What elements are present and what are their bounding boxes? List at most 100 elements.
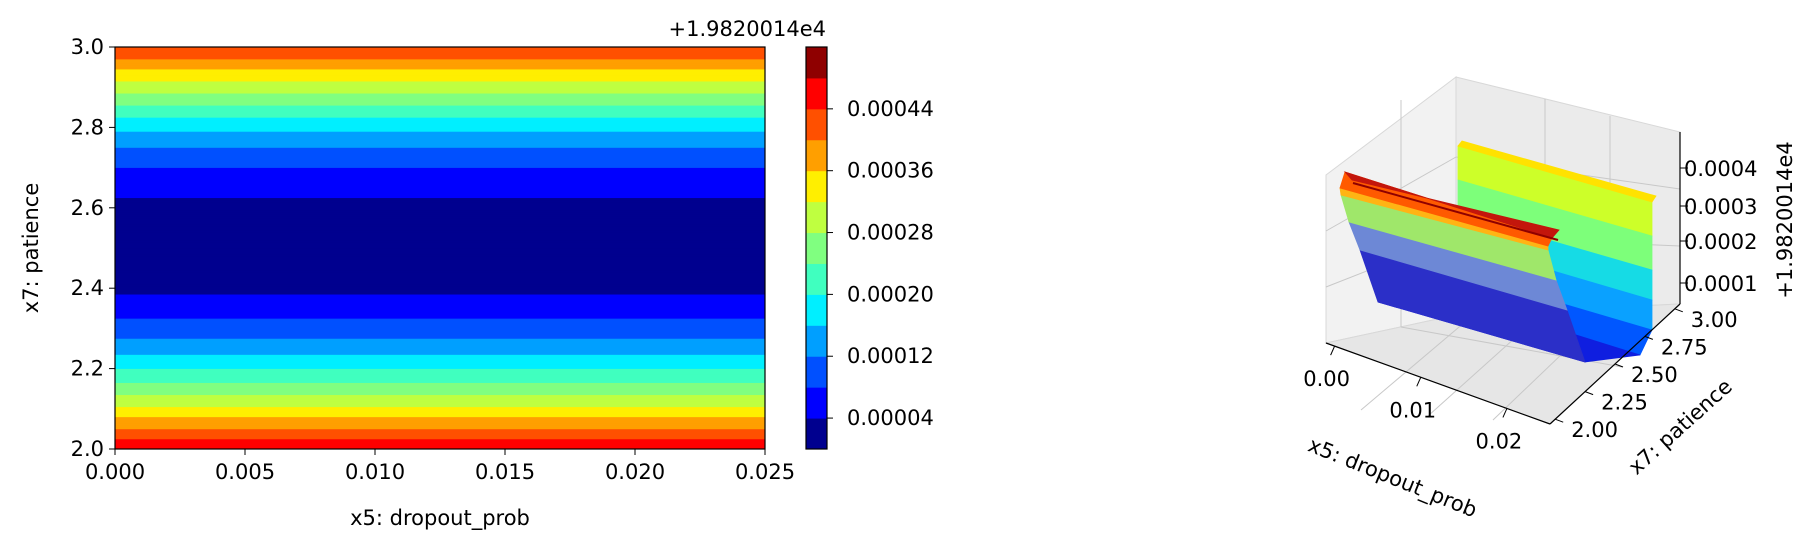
contour-band: [115, 62, 765, 66]
contour-band: [115, 396, 765, 400]
surface-y-tick-label: 2.00: [1571, 418, 1618, 442]
contour-band: [115, 269, 765, 273]
contour-x-tick-label: 0.005: [215, 460, 275, 484]
contour-band: [115, 56, 765, 60]
contour-band: [115, 153, 765, 156]
contour-band: [115, 225, 765, 229]
contour-band: [115, 265, 765, 269]
contour-band: [115, 173, 765, 176]
contour-band: [115, 213, 765, 217]
contour-band: [115, 157, 765, 160]
contour-y-tick-label: 2.8: [71, 115, 104, 139]
contour-y-tick-label: 2.0: [71, 437, 104, 461]
contour-band: [115, 263, 765, 267]
contour-band: [115, 352, 765, 355]
contour-band: [115, 197, 765, 201]
surface-x-tick-label: 0.00: [1303, 367, 1350, 391]
contour-band: [115, 338, 765, 341]
contour-band: [115, 310, 765, 313]
contour-band: [115, 364, 765, 367]
contour-band: [115, 205, 765, 209]
contour-band: [115, 219, 765, 223]
contour-band: [115, 86, 765, 90]
contour-band: [115, 169, 765, 172]
contour-band: [115, 420, 765, 424]
contour-band: [115, 424, 765, 428]
colorbar-segment: [806, 170, 827, 203]
contour-axes-frame: [114, 46, 766, 450]
contour-x-tick-label: 0.000: [85, 460, 145, 484]
contour-band: [115, 117, 765, 120]
contour-band: [115, 275, 765, 279]
contour-band: [115, 123, 765, 126]
surface-y-tick-label: 2.75: [1661, 335, 1708, 359]
contour-band: [115, 255, 765, 259]
contour-band: [115, 111, 765, 114]
surface-y-tick-mark: [1644, 335, 1654, 340]
contour-band: [115, 145, 765, 148]
surface-y-tick-mark: [1555, 418, 1564, 423]
colorbar-ticks: 0.00004 0.00012 0.00020 0.00028 0.00036 0.000…: [827, 97, 934, 430]
contour-y-tick-label: 2.2: [71, 357, 104, 381]
contour-band: [115, 50, 765, 54]
contour-band: [115, 92, 765, 96]
contour-band: [115, 428, 765, 432]
contour-y-tick-label: 3.0: [71, 35, 104, 59]
contour-band: [115, 334, 765, 337]
contour-band: [115, 88, 765, 92]
contour-band: [115, 348, 765, 351]
contour-band: [115, 125, 765, 128]
contour-band: [115, 314, 765, 317]
contour-x-tick-label: 0.010: [345, 460, 405, 484]
contour-band: [115, 181, 765, 184]
contour-band: [115, 267, 765, 271]
contour-band: [115, 80, 765, 84]
contour-band: [115, 368, 765, 371]
contour-band: [115, 394, 765, 398]
contour-band: [115, 195, 765, 199]
contour-band: [115, 366, 765, 369]
contour-band: [115, 64, 765, 68]
surface-x-tick-mark: [1330, 345, 1336, 356]
contour-band: [115, 322, 765, 325]
contour-band: [115, 135, 765, 138]
surface-z-tick-label: 0.0004: [1684, 157, 1757, 181]
surface-x-tick-mark: [1502, 408, 1508, 418]
contour-band: [115, 74, 765, 78]
contour-y-tick-label: 2.6: [71, 196, 104, 220]
contour-band: [115, 442, 765, 446]
surface-ticks: 0.00 0.01 0.02 2.00 2.25 2.50 2.75 3.00 0.0001 0.…: [1303, 157, 1757, 453]
contour-y-axis-label: x7: patience: [19, 183, 43, 314]
contour-band: [115, 316, 765, 319]
surface-x-tick-label: 0.02: [1476, 429, 1523, 453]
contour-band: [115, 137, 765, 140]
contour-band: [115, 189, 765, 193]
contour-band: [115, 127, 765, 130]
contour-band: [115, 235, 765, 239]
contour-band: [115, 446, 765, 450]
contour-band: [115, 185, 765, 188]
contour-band: [115, 76, 765, 80]
contour-band: [115, 253, 765, 257]
contour-band: [115, 400, 765, 404]
contour-band: [115, 384, 765, 387]
contour-band: [115, 430, 765, 434]
contour-band: [115, 84, 765, 88]
contour-band: [115, 328, 765, 331]
contour-panel: 0.000 0.005 0.010 0.015 0.020 0.025 2.0 2.2 2.4…: [19, 17, 934, 531]
contour-band: [115, 436, 765, 440]
contour-band: [115, 404, 765, 408]
contour-band: [115, 191, 765, 195]
contour-band: [115, 115, 765, 118]
colorbar-tick-label: 0.00020: [847, 282, 934, 306]
contour-band: [115, 362, 765, 365]
contour-band: [115, 100, 765, 104]
contour-x-tick-label: 0.025: [735, 460, 795, 484]
contour-band: [115, 223, 765, 227]
contour-band: [115, 199, 765, 203]
contour-band: [115, 336, 765, 339]
contour-band: [115, 147, 765, 150]
colorbar: [806, 47, 827, 450]
colorbar-tick-label: 0.00004: [847, 406, 934, 430]
contour-band: [115, 438, 765, 442]
